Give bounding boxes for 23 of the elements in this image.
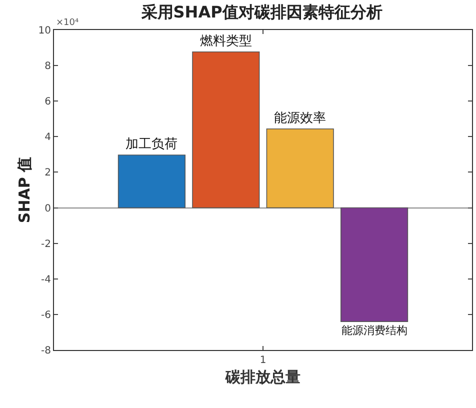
y-tick-label: 8 xyxy=(44,61,51,72)
bar xyxy=(266,128,334,208)
x-tick-label: 1 xyxy=(260,355,266,366)
y-tick-label: -6 xyxy=(41,310,51,321)
y-tick-label: -8 xyxy=(41,346,51,356)
bar xyxy=(340,207,408,322)
chart-title: 采用SHAP值对碳排因素特征分析 xyxy=(140,2,382,22)
bar xyxy=(192,51,260,208)
series-label: 燃料类型 xyxy=(200,34,252,49)
series-label: 能源消费结构 xyxy=(341,324,408,337)
bar xyxy=(118,154,186,208)
series-label: 能源效率 xyxy=(274,110,326,126)
x-axis-title: 碳排放总量 xyxy=(224,368,300,386)
y-tick-label: 6 xyxy=(44,96,51,108)
text: ×10⁴ xyxy=(56,18,79,28)
y-tick-label: -4 xyxy=(41,274,51,286)
y-tick-label: 4 xyxy=(44,132,51,144)
y-axis-title: SHAP 值 xyxy=(16,156,34,224)
y-tick-label: -2 xyxy=(41,238,51,250)
series-label: 加工负荷 xyxy=(126,136,178,152)
y-tick-label: 0 xyxy=(44,203,51,214)
y-tick-label: 2 xyxy=(44,168,51,179)
y-tick-label: 10 xyxy=(38,26,51,36)
